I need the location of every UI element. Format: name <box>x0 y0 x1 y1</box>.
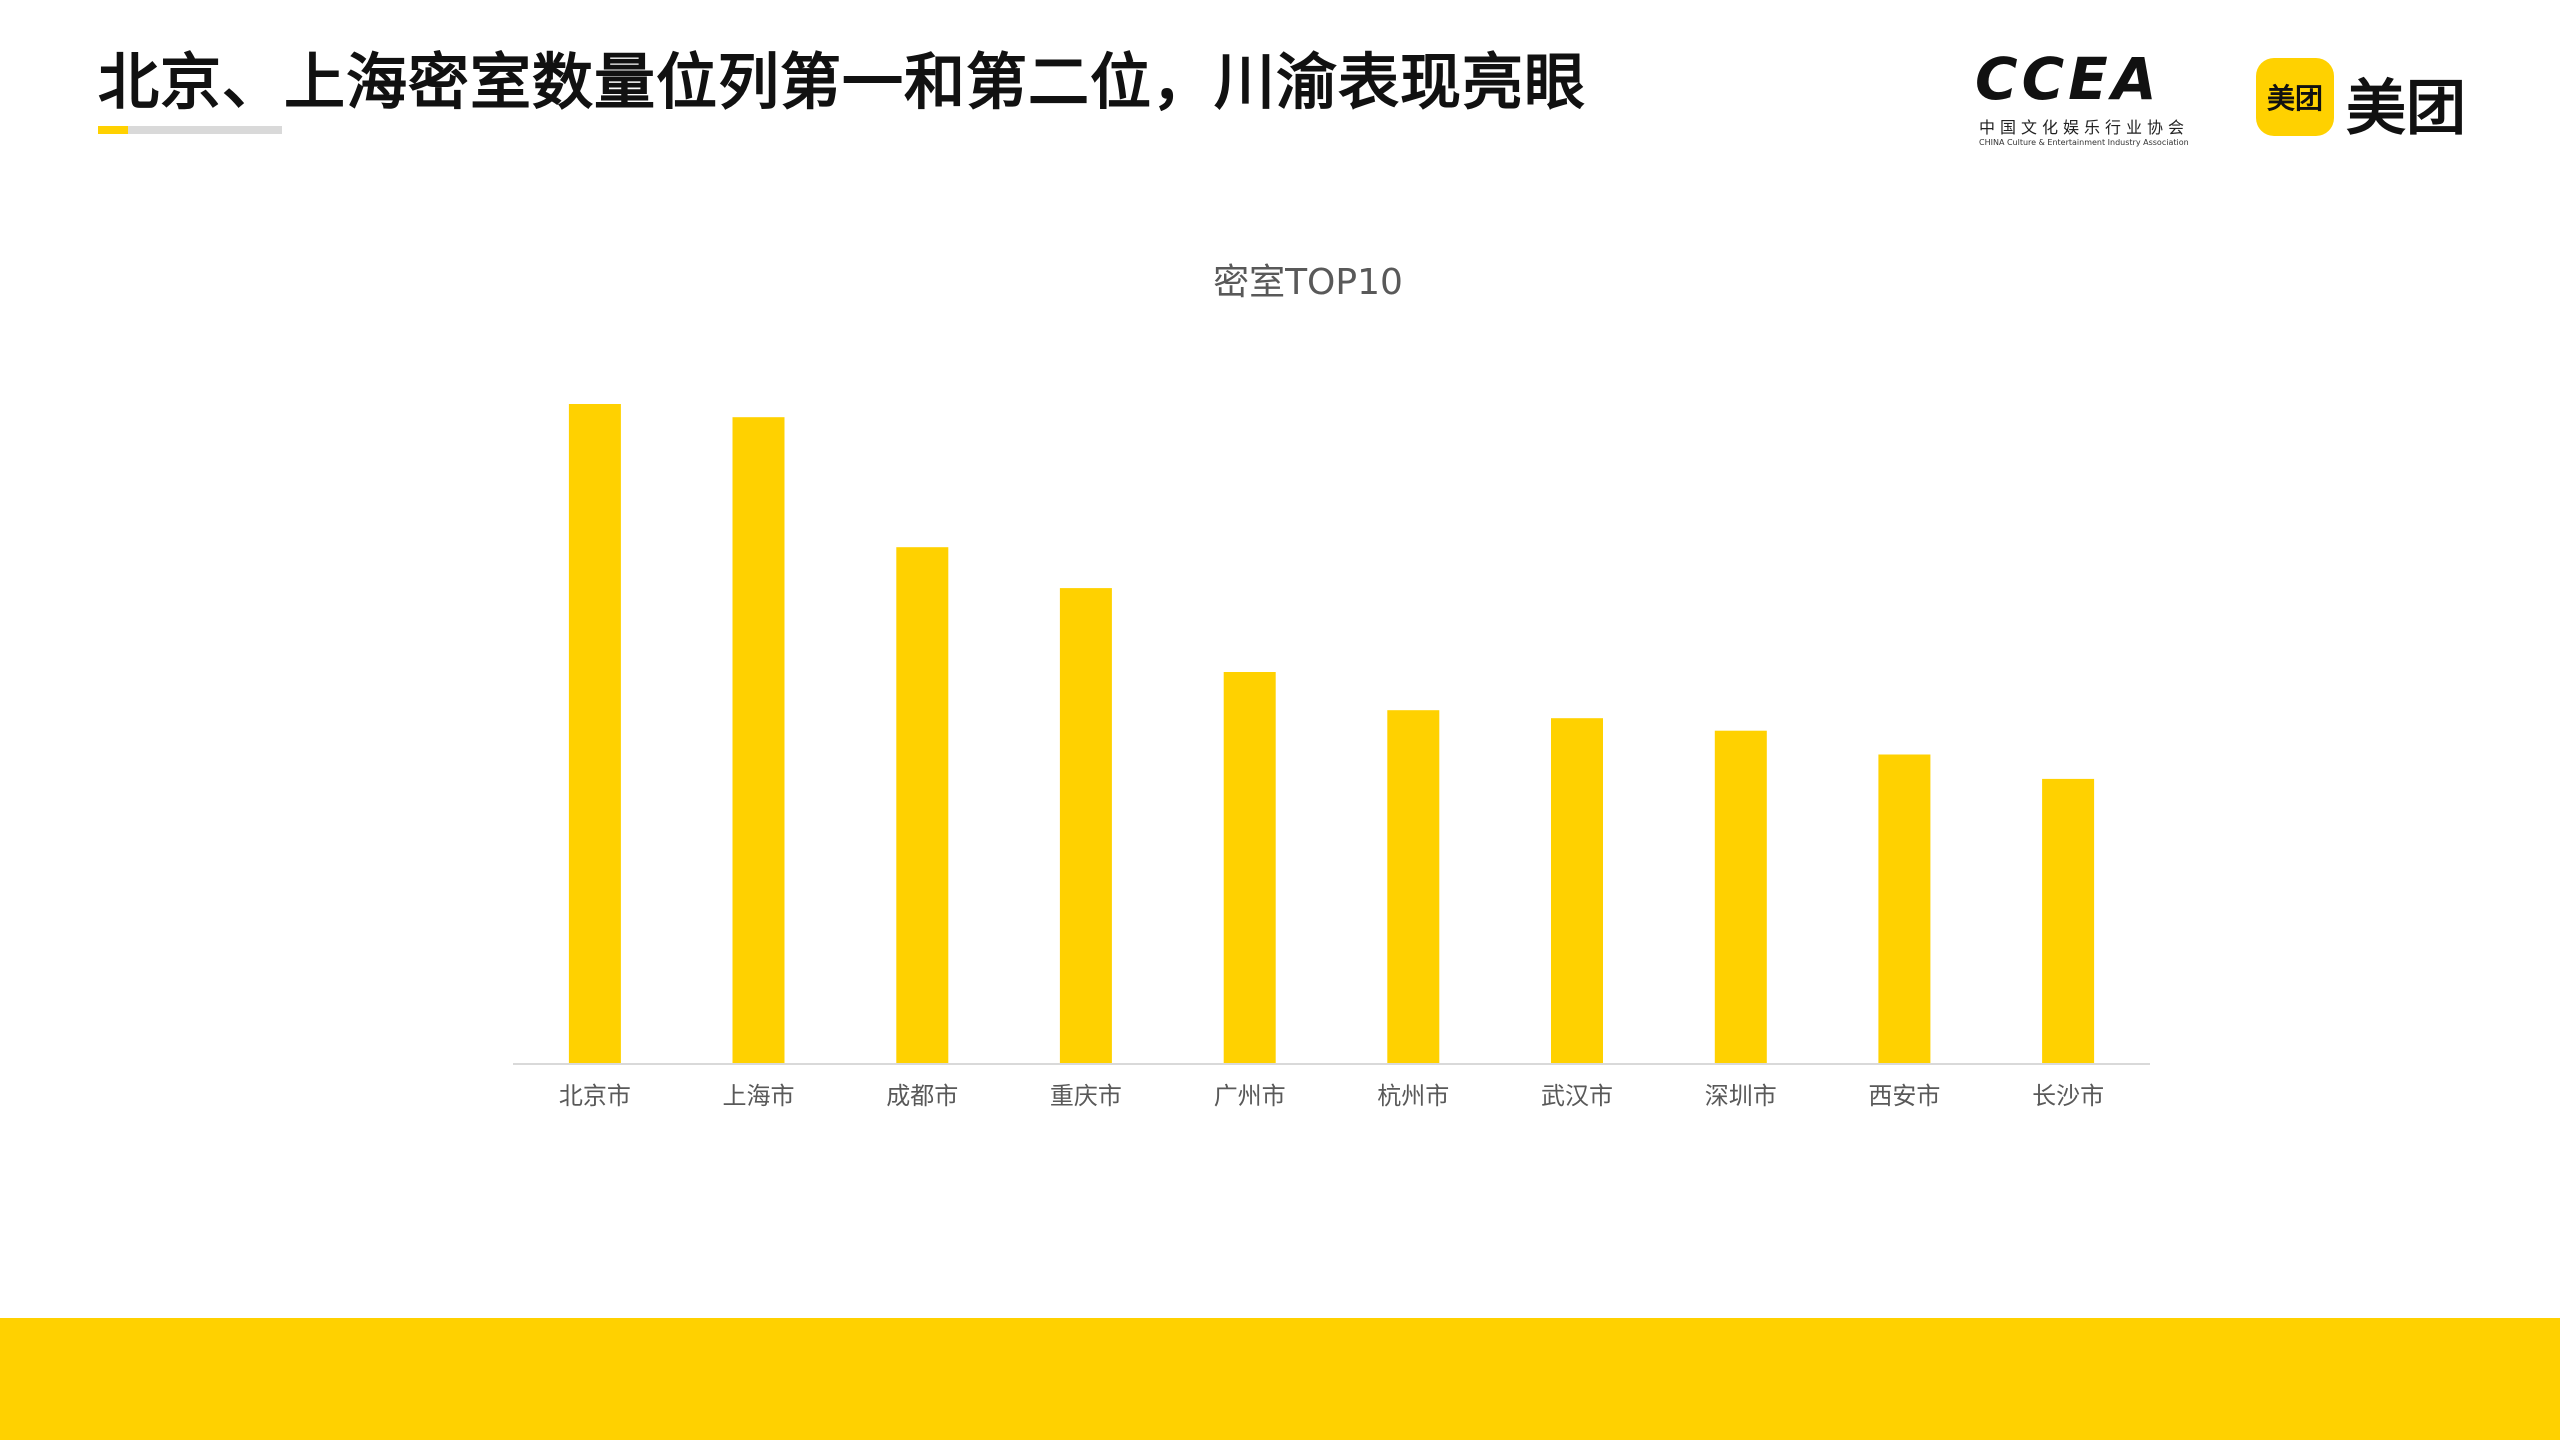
ccea-english-name: CHINA Culture & Entertainment Industry A… <box>1979 138 2189 147</box>
x-tick-label: 北京市 <box>559 1082 631 1110</box>
bar-4 <box>1059 588 1112 1064</box>
x-tick-label: 广州市 <box>1214 1082 1286 1110</box>
x-tick-label: 杭州市 <box>1377 1082 1449 1110</box>
meituan-badge-icon: 美团 <box>2256 58 2334 136</box>
bar-8 <box>1714 730 1767 1064</box>
bar-2 <box>732 417 785 1064</box>
x-tick-labels: 北京市 上海市 成都市 重庆市 广州市 杭州市 武汉市 深圳市 西安市 长沙市 <box>559 1082 2104 1110</box>
ccea-chinese-name: 中国文化娱乐行业协会 <box>1979 118 2190 137</box>
x-tick-label: 武汉市 <box>1541 1082 1613 1110</box>
title-underline-accent <box>98 126 128 134</box>
x-tick-label: 重庆市 <box>1050 1082 1122 1110</box>
title-underline-rest <box>128 126 282 134</box>
bar-7 <box>1551 718 1603 1064</box>
x-tick-label: 上海市 <box>723 1082 795 1110</box>
bar-9 <box>1878 754 1931 1064</box>
x-tick-label: 深圳市 <box>1705 1082 1777 1110</box>
ccea-logo: CCEA 中国文化娱乐行业协会 CHINA Culture & Entertai… <box>1975 50 2200 150</box>
chart-title: 密室TOP10 <box>1213 262 1403 303</box>
x-tick-label: 长沙市 <box>2032 1082 2104 1110</box>
page-title: 北京、上海密室数量位列第一和第二位，川渝表现亮眼 <box>98 47 1587 118</box>
bar-5 <box>1223 672 1276 1064</box>
footer-band <box>0 1318 2560 1440</box>
bar-3 <box>896 547 949 1064</box>
bar-chart: 密室TOP10 北京市 上海市 成都市 重庆市 广州市 杭州市 武汉市 深圳市 西安市 长沙市 <box>513 262 2150 1110</box>
title-underline <box>98 126 282 134</box>
x-tick-label: 成都市 <box>886 1082 958 1110</box>
bar-10 <box>2042 778 2095 1064</box>
x-tick-label: 西安市 <box>1868 1082 1940 1110</box>
bar-group <box>568 404 2095 1064</box>
ccea-wordmark: CCEA <box>1975 45 2161 113</box>
bar-1 <box>568 404 621 1064</box>
bar-6 <box>1387 710 1440 1064</box>
meituan-wordmark: 美团 <box>2346 74 2466 144</box>
